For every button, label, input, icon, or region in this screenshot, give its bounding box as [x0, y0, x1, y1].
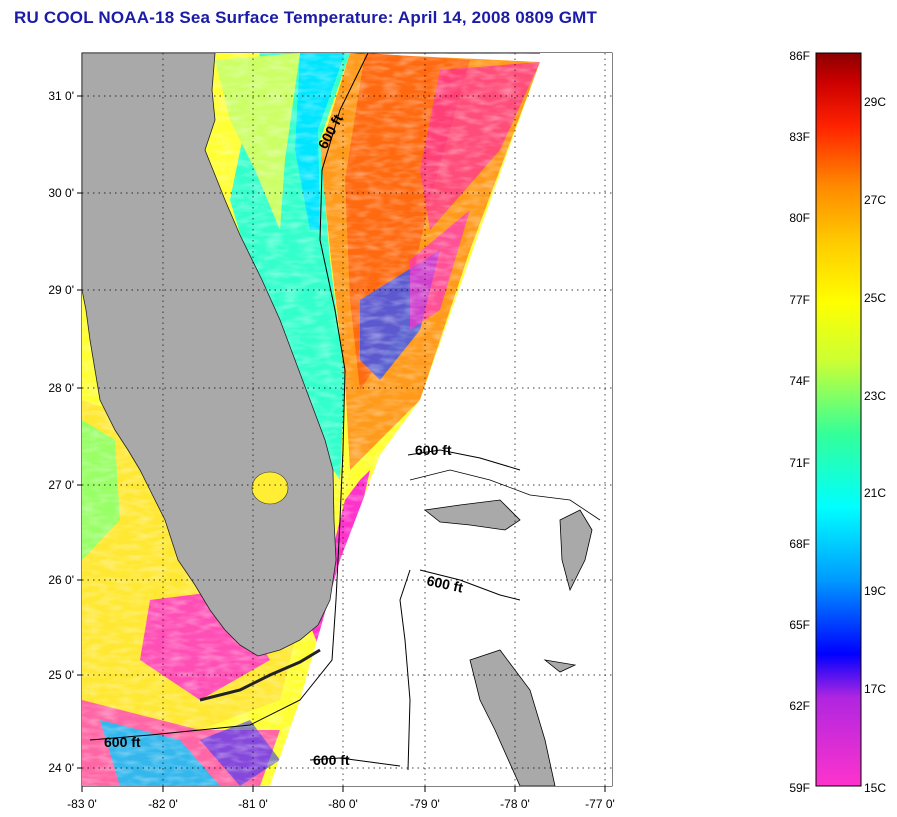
colorbar-c-labels: 29C 27C 25C 23C 21C 19C 17C 15C — [864, 95, 886, 795]
lake-okeechobee — [251, 471, 289, 505]
contour-label: 600 ft — [425, 572, 464, 595]
colorbar-f-label: 74F — [789, 374, 810, 388]
lat-label: 31 0' — [48, 89, 74, 103]
lon-label: -81 0' — [238, 797, 268, 811]
colorbar-c-label: 23C — [864, 389, 886, 403]
lat-label: 26 0' — [48, 573, 74, 587]
colorbar — [815, 52, 862, 787]
colorbar-c-label: 27C — [864, 193, 886, 207]
lat-label: 24 0' — [48, 761, 74, 775]
lon-label: -80 0' — [328, 797, 358, 811]
lon-label: -79 0' — [410, 797, 440, 811]
lon-label: -77 0' — [585, 797, 615, 811]
lat-label: 27 0' — [48, 478, 74, 492]
contour-label: 600 ft — [313, 752, 350, 768]
lat-label: 28 0' — [48, 381, 74, 395]
lon-label: -82 0' — [148, 797, 178, 811]
map-title: RU COOL NOAA-18 Sea Surface Temperature:… — [14, 8, 598, 27]
colorbar-c-label: 17C — [864, 682, 886, 696]
colorbar-c-label: 19C — [864, 584, 886, 598]
colorbar-f-label: 65F — [789, 618, 810, 632]
lon-label: -78 0' — [500, 797, 530, 811]
no-data-area — [270, 62, 612, 786]
latitude-labels: 31 0' 30 0' 29 0' 28 0' 27 0' 26 0' 25 0… — [48, 89, 74, 775]
colorbar-c-label: 15C — [864, 781, 886, 795]
colorbar-c-label: 21C — [864, 486, 886, 500]
lon-label: -83 0' — [67, 797, 97, 811]
colorbar-f-label: 80F — [789, 211, 810, 225]
colorbar-f-label: 68F — [789, 537, 810, 551]
bahamas — [424, 499, 593, 786]
longitude-labels: -83 0' -82 0' -81 0' -80 0' -79 0' -78 0… — [67, 797, 615, 811]
colorbar-c-label: 25C — [864, 291, 886, 305]
lat-label: 30 0' — [48, 186, 74, 200]
axis-ticks — [77, 95, 606, 792]
colorbar-f-label: 71F — [789, 456, 810, 470]
florida-land — [82, 53, 337, 657]
colorbar-f-labels: 86F 83F 80F 77F 74F 71F 68F 65F 62F 59F — [789, 49, 810, 795]
lat-label: 25 0' — [48, 668, 74, 682]
lat-label: 29 0' — [48, 283, 74, 297]
contour-label: 600 ft — [104, 734, 141, 750]
colorbar-f-label: 83F — [789, 130, 810, 144]
colorbar-f-label: 62F — [789, 699, 810, 713]
colorbar-f-label: 86F — [789, 49, 810, 63]
colorbar-f-label: 59F — [789, 781, 810, 795]
colorbar-c-label: 29C — [864, 95, 886, 109]
contour-label: 600 ft — [415, 442, 452, 458]
colorbar-f-label: 77F — [789, 293, 810, 307]
map-grid — [82, 53, 612, 786]
